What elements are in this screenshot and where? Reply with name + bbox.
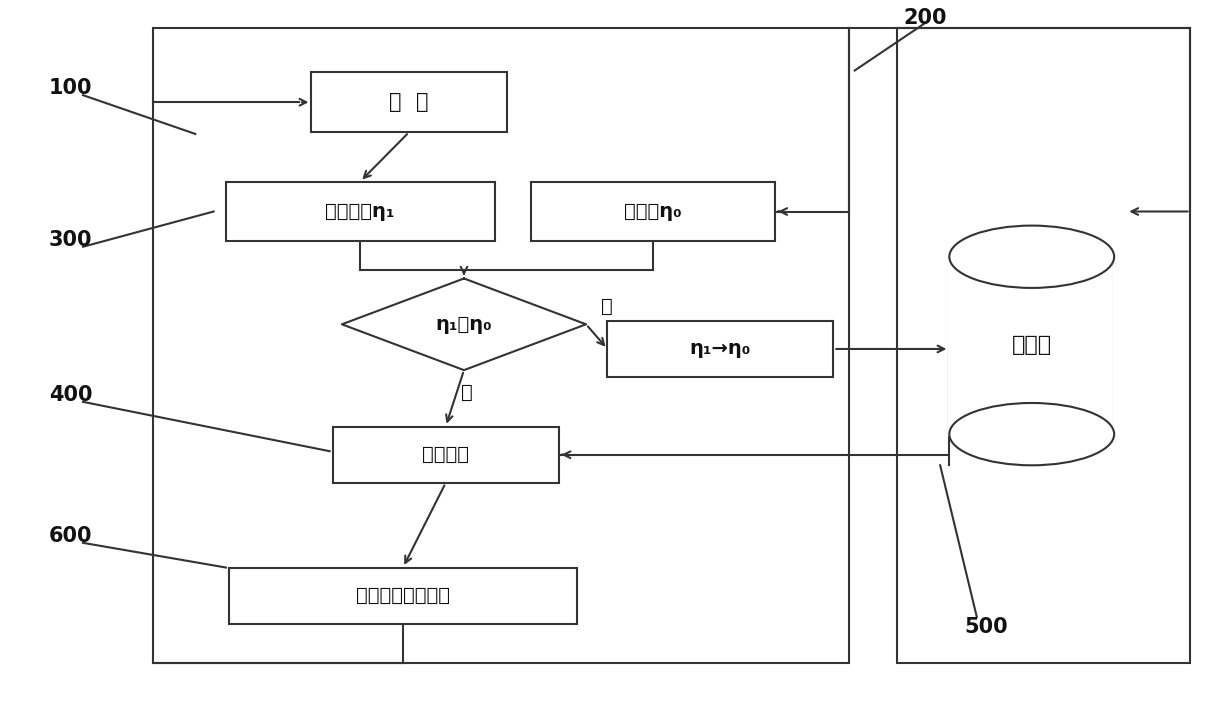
FancyBboxPatch shape — [950, 257, 1114, 434]
FancyBboxPatch shape — [607, 321, 833, 377]
Text: 是: 是 — [460, 384, 473, 402]
Text: 实时监测η₁: 实时监测η₁ — [326, 202, 394, 221]
Text: 否: 否 — [601, 298, 613, 316]
FancyBboxPatch shape — [226, 181, 495, 241]
Text: 100: 100 — [49, 78, 93, 98]
Text: 开  始: 开 始 — [389, 92, 429, 112]
Text: η₁＜η₀: η₁＜η₀ — [436, 315, 492, 333]
Text: 200: 200 — [904, 8, 947, 27]
FancyBboxPatch shape — [332, 427, 559, 483]
Text: 基准値η₀: 基准値η₀ — [624, 202, 683, 221]
FancyBboxPatch shape — [311, 73, 507, 133]
Text: 600: 600 — [49, 526, 93, 546]
Text: 基准库: 基准库 — [1012, 336, 1051, 355]
FancyBboxPatch shape — [230, 568, 578, 624]
Ellipse shape — [950, 226, 1114, 288]
Polygon shape — [342, 278, 586, 370]
Text: 冲次、平衡优化値: 冲次、平衡优化値 — [357, 587, 449, 605]
Text: η₁→η₀: η₁→η₀ — [690, 340, 751, 358]
Text: 500: 500 — [965, 618, 1009, 637]
Text: 400: 400 — [49, 385, 93, 405]
Ellipse shape — [950, 403, 1114, 465]
Text: 比较优选: 比较优选 — [422, 446, 469, 464]
FancyBboxPatch shape — [531, 181, 775, 241]
Text: 300: 300 — [49, 230, 93, 250]
